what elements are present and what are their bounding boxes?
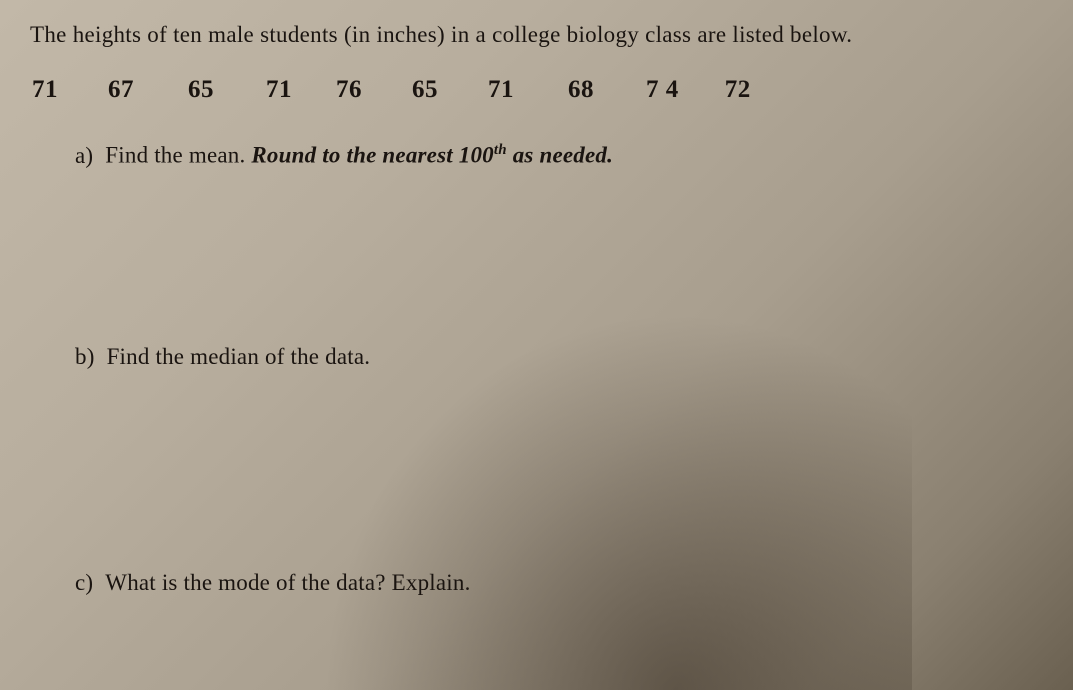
question-c: c) What is the mode of the data? Explain. bbox=[75, 570, 1043, 596]
data-value: 72 bbox=[725, 76, 751, 104]
question-a-bold-suffix: as needed. bbox=[507, 143, 613, 168]
data-value: 65 bbox=[188, 76, 214, 104]
question-b-label: b) bbox=[75, 344, 95, 370]
data-value: 65 bbox=[412, 76, 438, 104]
intro-text: The heights of ten male students (in inc… bbox=[30, 22, 1043, 48]
question-c-label: c) bbox=[75, 570, 93, 596]
question-c-text: What is the mode of the data? Explain. bbox=[105, 570, 470, 595]
data-value: 68 bbox=[568, 76, 594, 104]
data-value: 71 bbox=[32, 76, 58, 104]
data-value: 7 4 bbox=[646, 76, 679, 104]
question-b-text: Find the median of the data. bbox=[107, 344, 371, 369]
data-values-row: 71 67 65 71 76 65 71 68 7 4 72 bbox=[30, 76, 1043, 104]
question-b: b) Find the median of the data. bbox=[75, 344, 1043, 370]
question-a-text-plain: Find the mean. bbox=[105, 143, 251, 168]
data-value: 67 bbox=[108, 76, 134, 104]
data-value: 71 bbox=[266, 76, 292, 104]
question-a-sup: th bbox=[494, 142, 507, 158]
question-a-label: a) bbox=[75, 143, 93, 169]
data-value: 76 bbox=[336, 76, 362, 104]
data-value: 71 bbox=[488, 76, 514, 104]
question-a-bold-prefix: Round to the nearest 100 bbox=[251, 143, 494, 168]
question-a: a) Find the mean. Round to the nearest 10… bbox=[75, 142, 1043, 169]
